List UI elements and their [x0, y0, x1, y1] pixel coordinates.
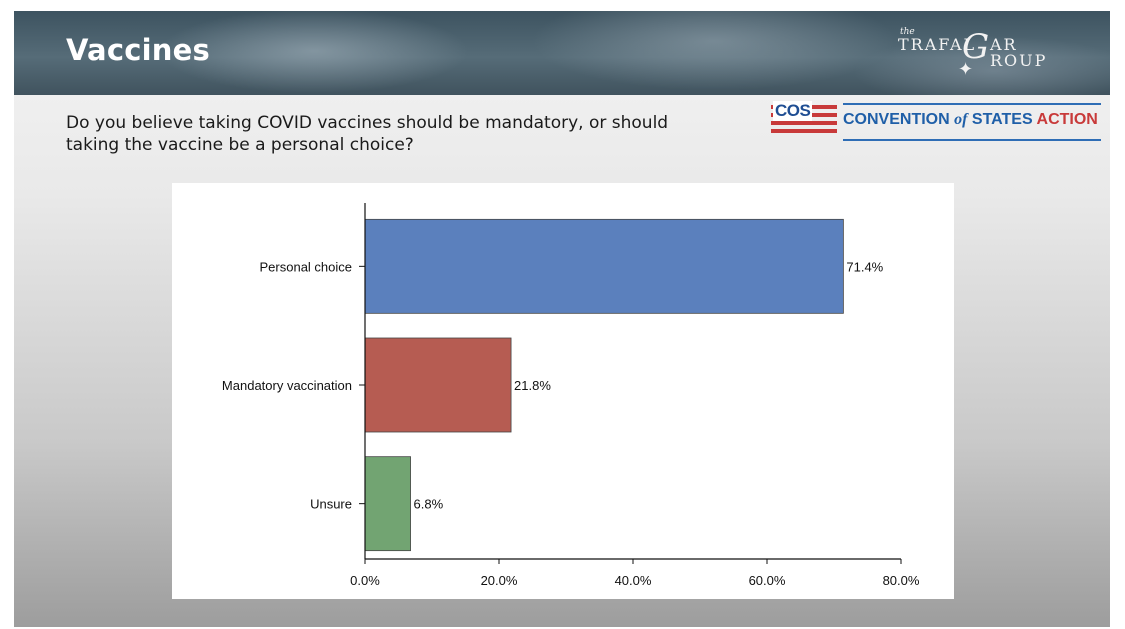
x-tick-label: 0.0% [350, 573, 380, 588]
category-label: Unsure [310, 497, 352, 512]
category-label: Personal choice [260, 259, 353, 274]
bar [364, 337, 512, 433]
flag-icon: COS [771, 101, 837, 137]
title-banner: Vaccines the TRAFAL G AR ROUP ✦ [14, 11, 1110, 95]
data-label: 6.8% [414, 497, 444, 512]
x-tick-label: 80.0% [883, 573, 920, 588]
cos-name: CONVENTION of STATES ACTION [843, 103, 1101, 141]
x-tick-label: 40.0% [615, 573, 652, 588]
slide: Vaccines the TRAFAL G AR ROUP ✦ Do you b… [14, 11, 1110, 627]
bar [364, 218, 844, 314]
x-tick-label: 20.0% [481, 573, 518, 588]
slide-title: Vaccines [66, 33, 210, 67]
bar [364, 456, 411, 552]
chart-panel: 71.4% Personal choice 21.8% Mandatory vacci… [172, 183, 954, 599]
bar-chart: 71.4% Personal choice 21.8% Mandatory vacci… [222, 203, 920, 588]
data-label: 71.4% [846, 259, 883, 274]
x-tick-label: 60.0% [749, 573, 786, 588]
convention-of-states-logo: COS CONVENTION of STATES ACTION [771, 101, 1101, 141]
compass-star-icon: ✦ [958, 59, 974, 80]
data-label: 21.8% [514, 378, 551, 393]
survey-question: Do you believe taking COVID vaccines sho… [66, 113, 669, 155]
trafalgar-group-logo: the TRAFAL G AR ROUP ✦ [898, 27, 1048, 80]
category-label: Mandatory vaccination [222, 378, 352, 393]
